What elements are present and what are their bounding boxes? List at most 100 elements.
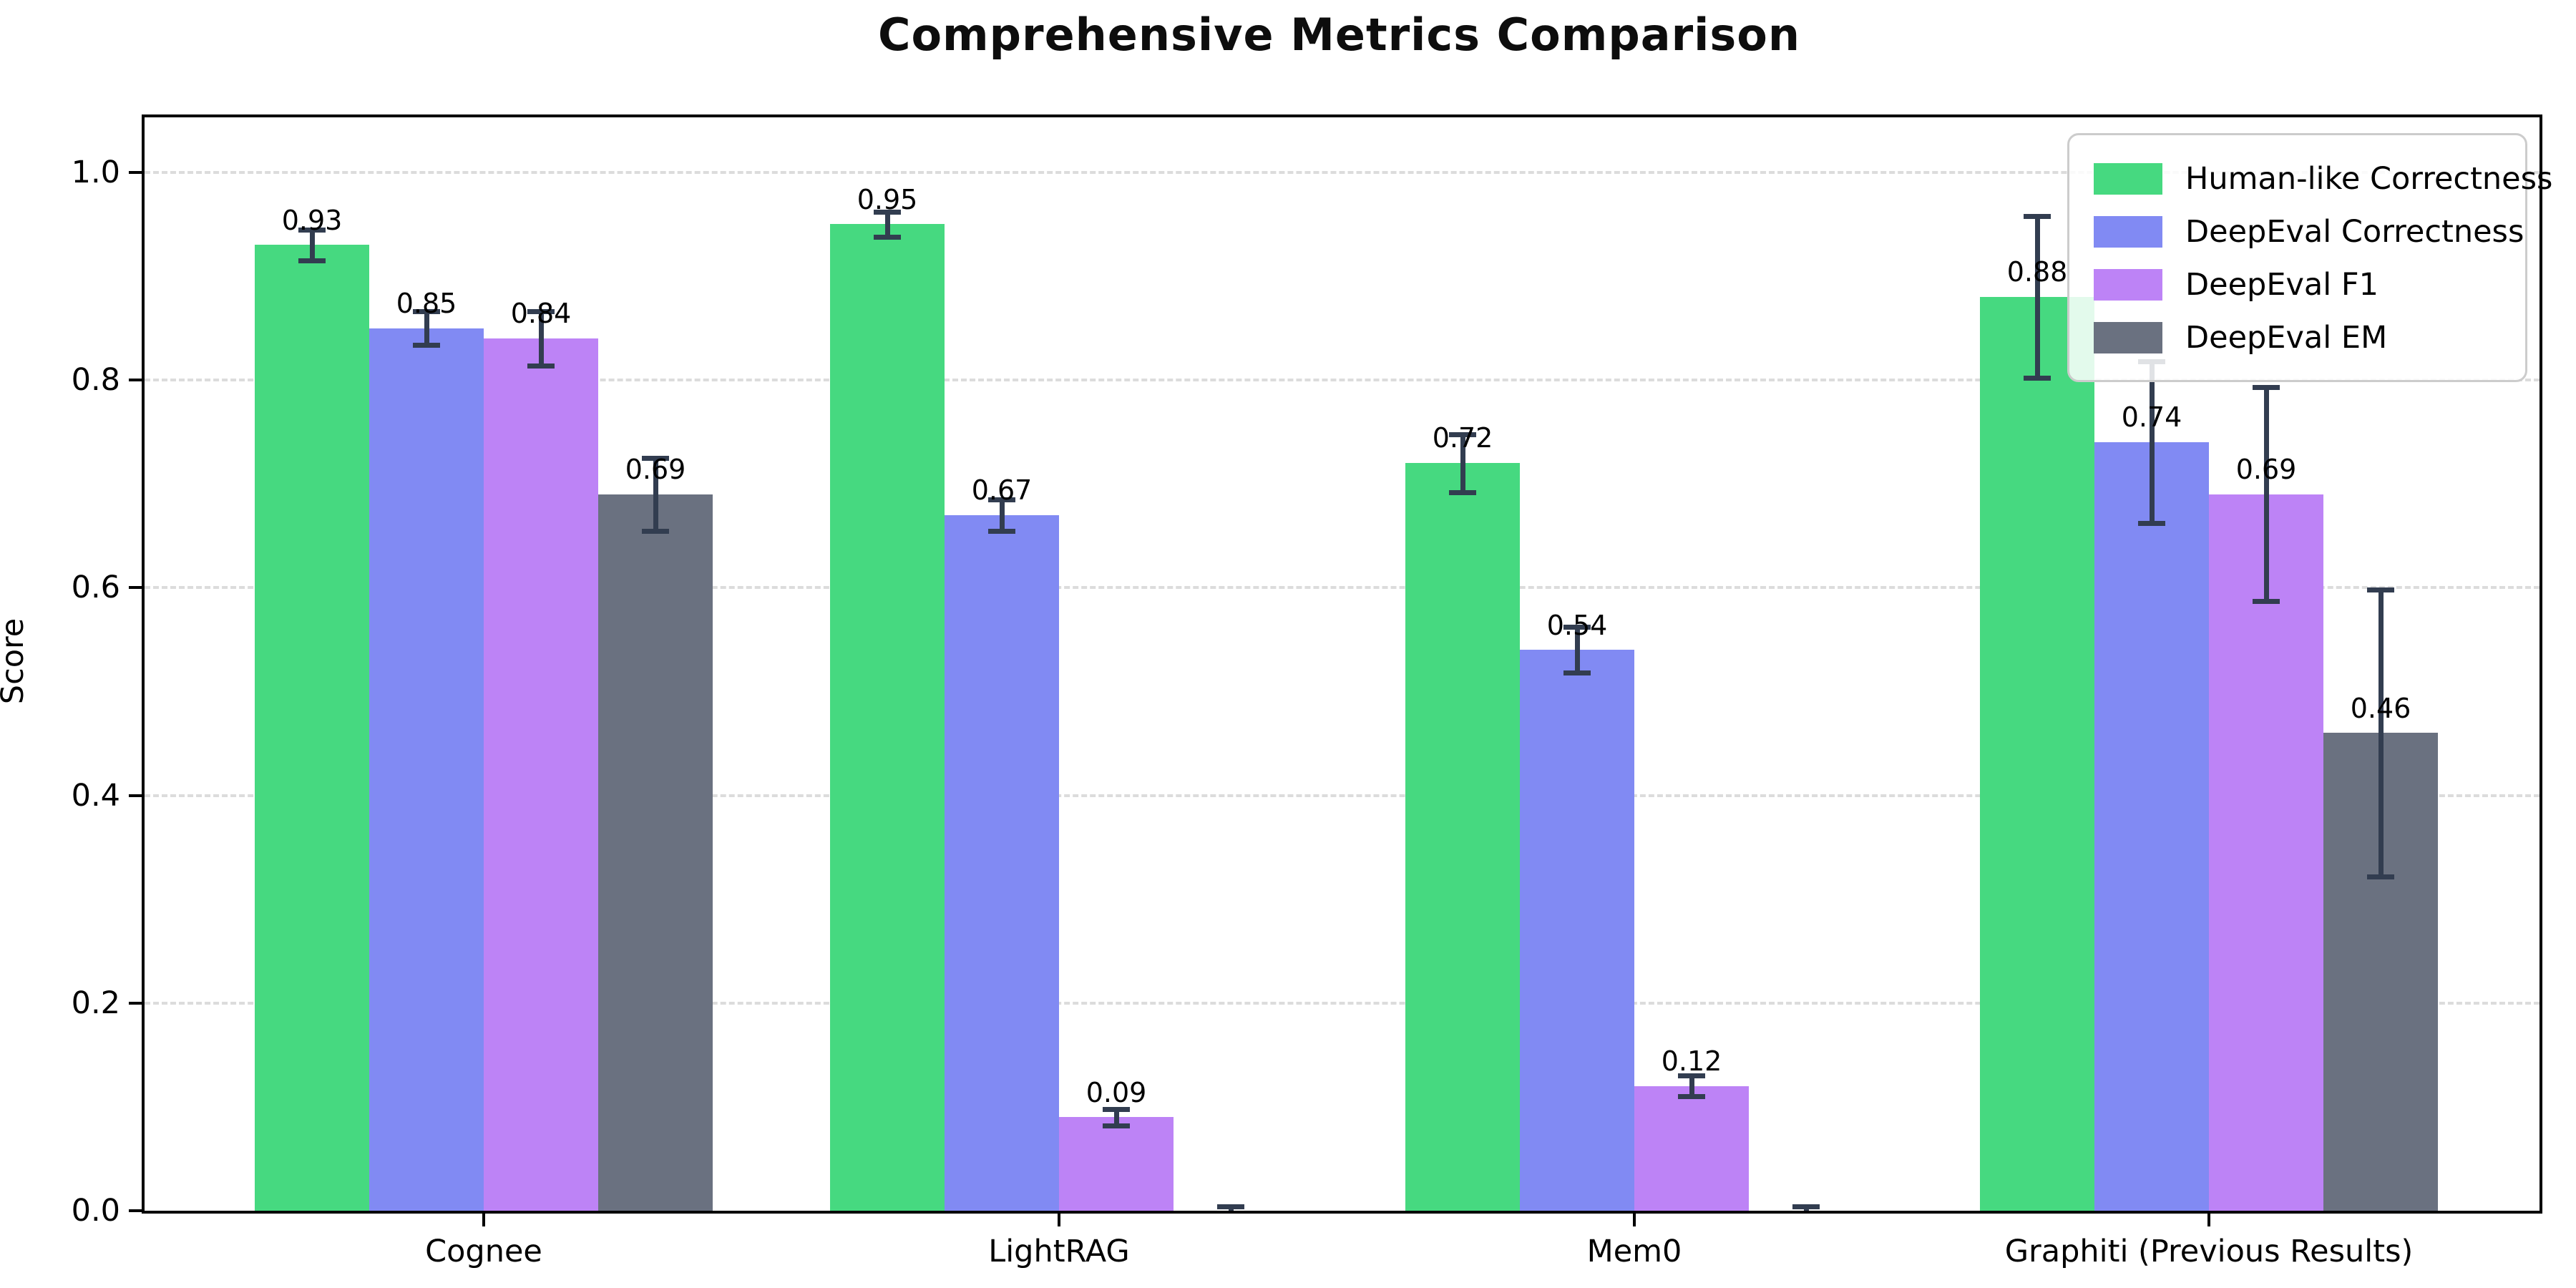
chart-title: Comprehensive Metrics Comparison xyxy=(877,9,1801,61)
bar-1-3 xyxy=(2094,442,2209,1211)
error-bar xyxy=(424,311,429,345)
bar-value-label: 0.95 xyxy=(857,183,918,215)
y-tick-mark xyxy=(129,586,142,590)
y-tick-label: 1.0 xyxy=(71,154,120,190)
error-bar-cap-bottom xyxy=(2367,874,2394,879)
bar-3-0 xyxy=(598,494,713,1211)
legend-label: DeepEval EM xyxy=(2185,320,2388,356)
legend-swatch xyxy=(2094,216,2162,248)
bar-0-3 xyxy=(1980,297,2094,1211)
legend-item-0: Human-like Correctness xyxy=(2094,152,2552,205)
y-tick-mark xyxy=(129,794,142,797)
error-bar xyxy=(1460,434,1465,492)
x-tick-label: Cognee xyxy=(425,1234,542,1269)
bar-value-label: 0.72 xyxy=(1432,422,1493,454)
x-tick-mark xyxy=(482,1214,485,1226)
x-tick-mark xyxy=(2207,1214,2210,1226)
bar-value-label: 0.69 xyxy=(625,453,686,485)
error-bar-cap-top xyxy=(298,227,326,233)
error-bar xyxy=(1689,1075,1694,1097)
bar-1-1 xyxy=(945,514,1059,1211)
legend-label: DeepEval F1 xyxy=(2185,267,2379,303)
error-bar xyxy=(653,457,658,531)
error-bar-cap-top xyxy=(1103,1106,1130,1112)
gridline xyxy=(145,170,2540,174)
y-tick-label: 0.4 xyxy=(71,777,120,814)
legend-swatch xyxy=(2094,163,2162,195)
bar-value-label: 0.46 xyxy=(2350,692,2411,724)
error-bar-cap-top xyxy=(2367,587,2394,593)
gridline xyxy=(145,794,2540,797)
gridline xyxy=(145,1001,2540,1005)
bar-value-label: 0.93 xyxy=(281,204,343,236)
error-bar xyxy=(309,229,315,261)
error-bar-cap-bottom xyxy=(874,234,901,240)
y-tick-mark xyxy=(129,379,142,382)
y-tick-label: 0.2 xyxy=(71,985,120,1021)
bar-value-label: 0.84 xyxy=(510,298,572,330)
error-bar-cap-bottom xyxy=(988,528,1015,534)
error-bar-cap-bottom xyxy=(413,342,440,348)
legend-item-2: DeepEval F1 xyxy=(2094,258,2525,311)
x-tick-label: Mem0 xyxy=(1586,1234,1682,1269)
error-bar xyxy=(2149,361,2155,524)
legend-label: DeepEval Correctness xyxy=(2185,214,2524,250)
error-bar-cap-top xyxy=(2024,213,2051,219)
x-tick-mark xyxy=(1058,1214,1060,1226)
y-tick-mark xyxy=(129,1209,142,1212)
error-bar-cap-top xyxy=(2253,385,2280,391)
bar-value-label: 0.74 xyxy=(2121,401,2182,434)
bar-2-1 xyxy=(1059,1117,1174,1211)
bar-value-label: 0.54 xyxy=(1546,609,1608,641)
legend-item-1: DeepEval Correctness xyxy=(2094,205,2525,258)
bar-1-0 xyxy=(369,328,484,1211)
error-bar-cap-bottom xyxy=(298,258,326,264)
bar-2-3 xyxy=(2209,494,2323,1211)
y-tick-label: 0.8 xyxy=(71,362,120,399)
error-bar-cap-bottom xyxy=(642,528,669,534)
bar-0-2 xyxy=(1405,463,1520,1211)
legend-swatch xyxy=(2094,269,2162,301)
x-tick-label: Graphiti (Previous Results) xyxy=(2004,1234,2414,1269)
bar-value-label: 0.69 xyxy=(2235,453,2297,485)
legend-swatch xyxy=(2094,322,2162,353)
bar-0-0 xyxy=(255,245,369,1211)
bar-value-label: 0.85 xyxy=(396,287,457,319)
y-tick-label: 0.0 xyxy=(71,1193,120,1229)
bar-2-0 xyxy=(484,338,598,1211)
error-bar-cap-bottom xyxy=(1449,489,1476,495)
error-bar xyxy=(2378,590,2384,877)
bar-value-label: 0.67 xyxy=(971,474,1033,506)
error-bar-cap-bottom xyxy=(527,363,555,369)
error-bar-cap-top xyxy=(1563,625,1591,630)
error-bar-cap-top xyxy=(413,309,440,315)
error-bar xyxy=(1113,1108,1119,1126)
error-bar-cap-bottom xyxy=(1678,1094,1705,1100)
legend: Human-like Correctness DeepEval Correctne… xyxy=(2067,133,2552,382)
error-bar-cap-bottom xyxy=(2253,599,2280,605)
y-tick-label: 0.6 xyxy=(71,570,120,606)
error-bar-cap-bottom xyxy=(2024,376,2051,381)
y-tick-mark xyxy=(129,1001,142,1005)
bar-2-2 xyxy=(1634,1085,1749,1211)
gridline xyxy=(145,379,2540,382)
bar-0-1 xyxy=(830,224,945,1211)
y-tick-mark xyxy=(129,170,142,174)
error-bar-cap-bottom xyxy=(2138,521,2165,527)
error-bar xyxy=(884,212,890,237)
bar-value-label: 0.88 xyxy=(2006,256,2068,288)
error-bar-cap-top xyxy=(874,210,901,215)
error-bar xyxy=(1574,627,1580,673)
error-bar-cap-top xyxy=(1678,1073,1705,1079)
error-bar-cap-top xyxy=(1217,1204,1244,1210)
gridline xyxy=(145,586,2540,590)
error-bar xyxy=(2034,215,2040,379)
x-tick-mark xyxy=(1633,1214,1636,1226)
error-bar-cap-bottom xyxy=(1103,1123,1130,1128)
error-bar xyxy=(538,311,544,366)
bar-value-label: 0.12 xyxy=(1661,1045,1722,1078)
error-bar-cap-top xyxy=(1449,431,1476,437)
legend-item-3: DeepEval EM xyxy=(2094,311,2525,364)
error-bar-cap-top xyxy=(1792,1204,1820,1210)
error-bar-cap-top xyxy=(988,497,1015,502)
